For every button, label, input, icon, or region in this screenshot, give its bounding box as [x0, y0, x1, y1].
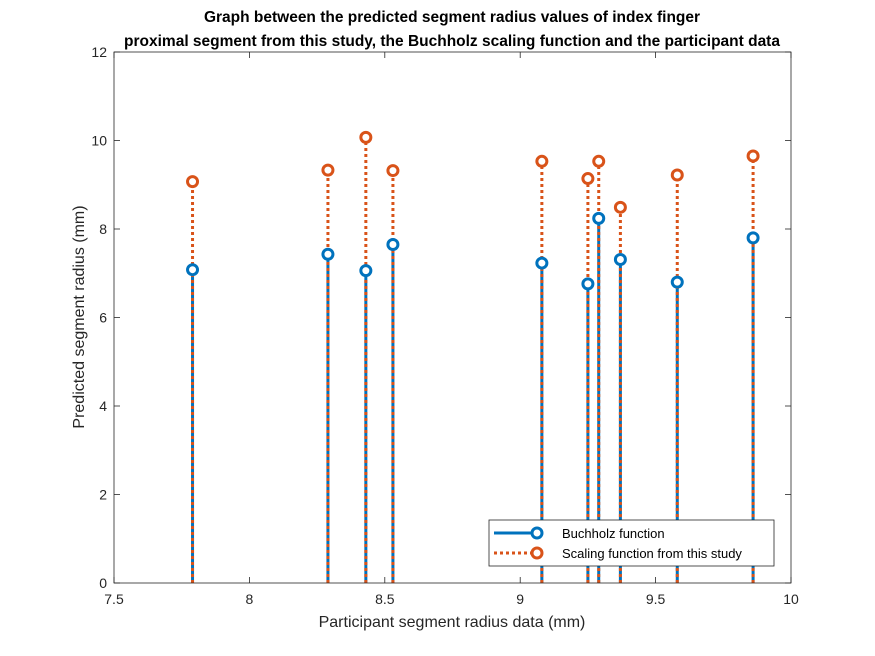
marker-buchholz	[670, 275, 684, 289]
legend-swatch-buchholz-marker	[530, 526, 544, 540]
y-tick-label: 10	[91, 133, 107, 149]
marker-scaling	[613, 200, 627, 214]
legend-label-scaling: Scaling function from this study	[562, 546, 742, 561]
marker-scaling	[386, 164, 400, 178]
marker-scaling	[581, 172, 595, 186]
y-tick-label: 12	[91, 44, 107, 60]
marker-scaling	[321, 163, 335, 177]
marker-buchholz	[613, 253, 627, 267]
x-tick-label: 8	[246, 591, 254, 607]
y-tick-label: 4	[99, 398, 107, 414]
marker-scaling	[535, 154, 549, 168]
marker-scaling	[359, 130, 373, 144]
markers-layer	[186, 130, 760, 291]
x-tick-label: 9.5	[646, 591, 666, 607]
marker-buchholz	[359, 264, 373, 278]
plot-area	[114, 52, 791, 583]
legend-swatch-scaling-marker	[530, 546, 544, 560]
marker-buchholz	[186, 263, 200, 277]
legend-label-buchholz: Buchholz function	[562, 526, 665, 541]
x-tick-label: 8.5	[375, 591, 395, 607]
y-axis-label: Predicted segment radius (mm)	[71, 205, 88, 428]
marker-scaling	[746, 149, 760, 163]
marker-buchholz	[321, 247, 335, 261]
marker-scaling	[592, 154, 606, 168]
y-tick-label: 2	[99, 487, 107, 503]
y-tick-label: 6	[99, 310, 107, 326]
marker-buchholz	[581, 277, 595, 291]
y-tick-label: 0	[99, 575, 107, 591]
x-tick-label: 10	[783, 591, 799, 607]
chart-title-line-2: proximal segment from this study, the Bu…	[124, 33, 780, 50]
marker-scaling	[670, 168, 684, 182]
x-tick-label: 7.5	[104, 591, 124, 607]
x-tick-label: 9	[516, 591, 524, 607]
ticks-layer: 7.5 8 8.5 9 9.5 10 0 2 4 6 8 10 12	[91, 44, 799, 607]
marker-buchholz	[592, 211, 606, 225]
legend: Buchholz function Scaling function from …	[488, 519, 775, 567]
marker-buchholz	[386, 237, 400, 251]
marker-scaling	[186, 175, 200, 189]
chart-title-line-1: Graph between the predicted segment radi…	[204, 9, 700, 26]
marker-buchholz	[535, 256, 549, 270]
x-axis-label: Participant segment radius data (mm)	[319, 614, 586, 631]
marker-buchholz	[746, 231, 760, 245]
y-tick-label: 8	[99, 221, 107, 237]
